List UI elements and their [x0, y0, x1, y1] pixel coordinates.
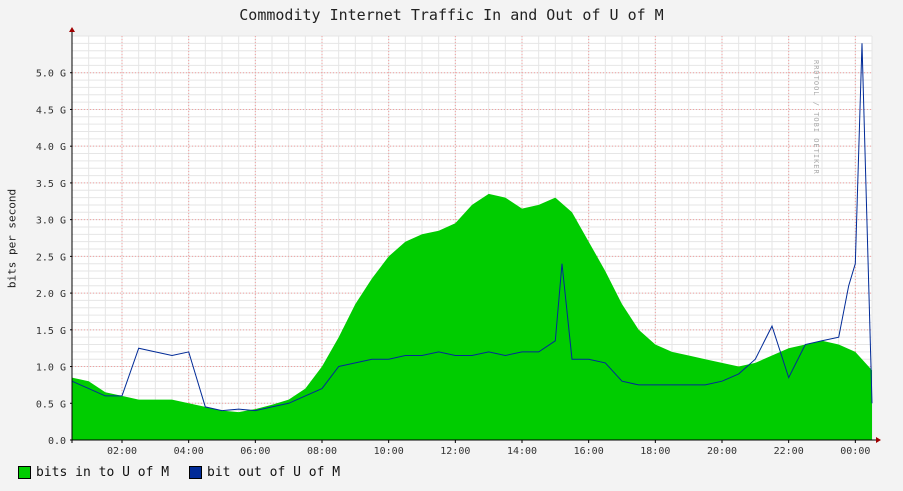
area-bits-in	[72, 193, 872, 440]
x-tick-label: 14:00	[507, 446, 537, 457]
chart-title: Commodity Internet Traffic In and Out of…	[239, 6, 664, 24]
x-tick-label: 22:00	[774, 446, 804, 457]
x-tick-label: 18:00	[640, 446, 670, 457]
x-tick-label: 02:00	[107, 446, 137, 457]
y-tick-label: 4.5 G	[36, 105, 66, 116]
legend-swatch-out	[189, 466, 202, 479]
x-tick-label: 04:00	[174, 446, 204, 457]
series-bits-in	[72, 193, 872, 440]
x-tick-label: 06:00	[240, 446, 270, 457]
x-tick-label: 10:00	[374, 446, 404, 457]
y-tick-label: 3.5 G	[36, 179, 66, 190]
y-axis-arrow	[69, 27, 75, 32]
legend-label-in: bits in to U of M	[36, 465, 170, 480]
x-axis-arrow	[876, 437, 881, 443]
x-tick-label: 20:00	[707, 446, 737, 457]
legend-label-out: bit out of U of M	[207, 465, 341, 480]
y-tick-label: 2.0 G	[36, 289, 66, 300]
watermark: RRDTOOL / TOBI OETIKER	[812, 60, 820, 175]
y-tick-label: 0.0	[48, 436, 66, 447]
series-bits-out	[71, 43, 873, 412]
y-tick-label: 3.0 G	[36, 216, 66, 227]
x-tick-label: 00:00	[840, 446, 870, 457]
legend-item-out: bit out of U of M	[189, 465, 340, 480]
x-tick-label: 16:00	[574, 446, 604, 457]
y-tick-label: 1.5 G	[36, 326, 66, 337]
x-tick-label: 08:00	[307, 446, 337, 457]
y-tick-label: 4.0 G	[36, 142, 66, 153]
axes	[69, 27, 881, 443]
tick-labels: 0.0 0.5 G 1.0 G 1.5 G 2.0 G 2.5 G 3.0 G 3.5 G 4.…	[36, 69, 870, 457]
line-bits-out	[71, 43, 873, 412]
legend-swatch-in	[18, 466, 31, 479]
y-tick-label: 1.0 G	[36, 363, 66, 374]
y-tick-label: 2.5 G	[36, 252, 66, 263]
legend-item-in: bits in to U of M	[18, 465, 169, 480]
y-tick-label: 0.5 G	[36, 399, 66, 410]
x-tick-label: 12:00	[440, 446, 470, 457]
y-axis-label: bits per second	[5, 188, 19, 289]
y-tick-label: 5.0 G	[36, 69, 66, 80]
